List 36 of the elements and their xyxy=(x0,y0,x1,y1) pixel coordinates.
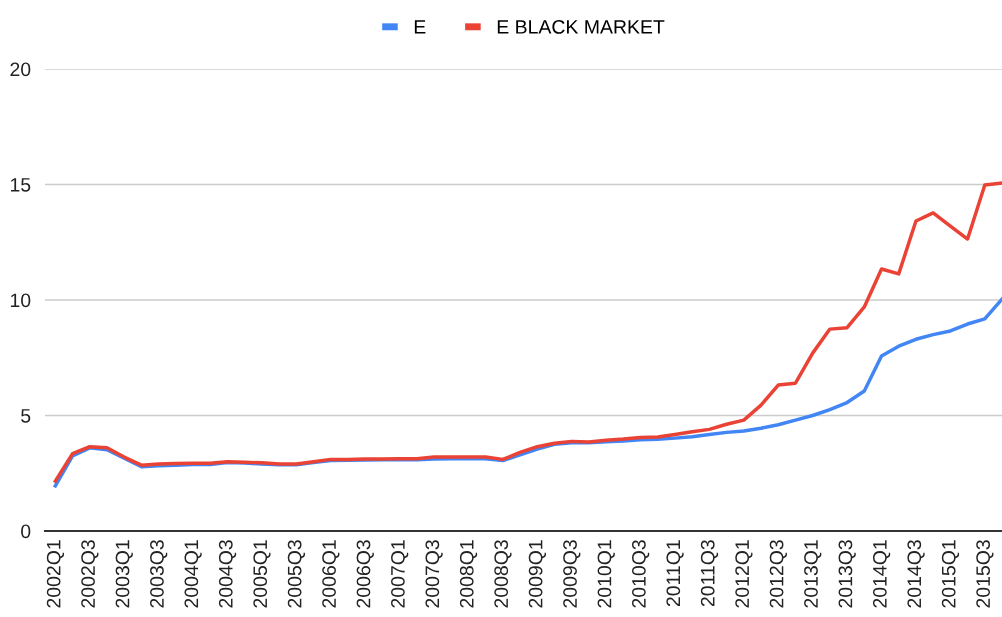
line-series xyxy=(53,181,1002,483)
x-tick-label: 2008Q1 xyxy=(459,540,478,608)
x-tick-label: 2002Q3 xyxy=(81,540,99,608)
x-tick-label: 2004Q3 xyxy=(218,540,237,608)
x-tick-label: 2015Q1 xyxy=(941,540,960,608)
x-tick-label: 2008Q3 xyxy=(494,540,512,608)
x-tick-label: 2011Q3 xyxy=(700,540,719,607)
x-tick-label: 2005Q3 xyxy=(287,540,305,608)
y-tick-label: 15 xyxy=(10,178,31,192)
legend-label: E xyxy=(414,20,426,34)
x-tick-label: 2011Q1 xyxy=(666,540,684,607)
x-tick-label: 2004Q1 xyxy=(184,540,202,608)
x-tick-label: 2006Q1 xyxy=(322,540,340,608)
x-tick-label: 2009Q1 xyxy=(528,540,546,608)
legend-label: E BLACK MARKET xyxy=(497,20,665,34)
x-tick-label: 2014Q3 xyxy=(907,540,925,608)
y-tick-label: 10 xyxy=(10,293,31,308)
y-tick-label: 5 xyxy=(21,409,31,423)
y-tick-label: 20 xyxy=(10,62,31,77)
x-tick-label: 2005Q1 xyxy=(253,540,271,608)
x-tick-label: 2003Q3 xyxy=(150,540,168,608)
x-tick-label: 2013Q1 xyxy=(804,540,822,608)
x-tick-label: 2013Q3 xyxy=(838,540,856,608)
x-tick-label: 2010Q1 xyxy=(597,540,615,608)
x-tick-label: 2006Q3 xyxy=(356,540,374,608)
x-tick-label: 2009Q3 xyxy=(563,540,581,608)
y-tick-label: 0 xyxy=(21,524,31,539)
x-tick-label: 2007Q1 xyxy=(391,540,409,608)
x-tick-label: 2003Q1 xyxy=(115,540,133,608)
x-tick-label: 2012Q3 xyxy=(769,540,787,608)
x-tick-label: 2012Q1 xyxy=(735,540,753,608)
x-tick-label: 2010Q3 xyxy=(631,540,650,608)
x-tick-label: 2014Q1 xyxy=(872,540,891,608)
x-tick-label: 2002Q1 xyxy=(46,540,65,608)
x-tick-label: 2007Q3 xyxy=(425,540,443,608)
x-tick-label: 2015Q3 xyxy=(976,540,994,608)
